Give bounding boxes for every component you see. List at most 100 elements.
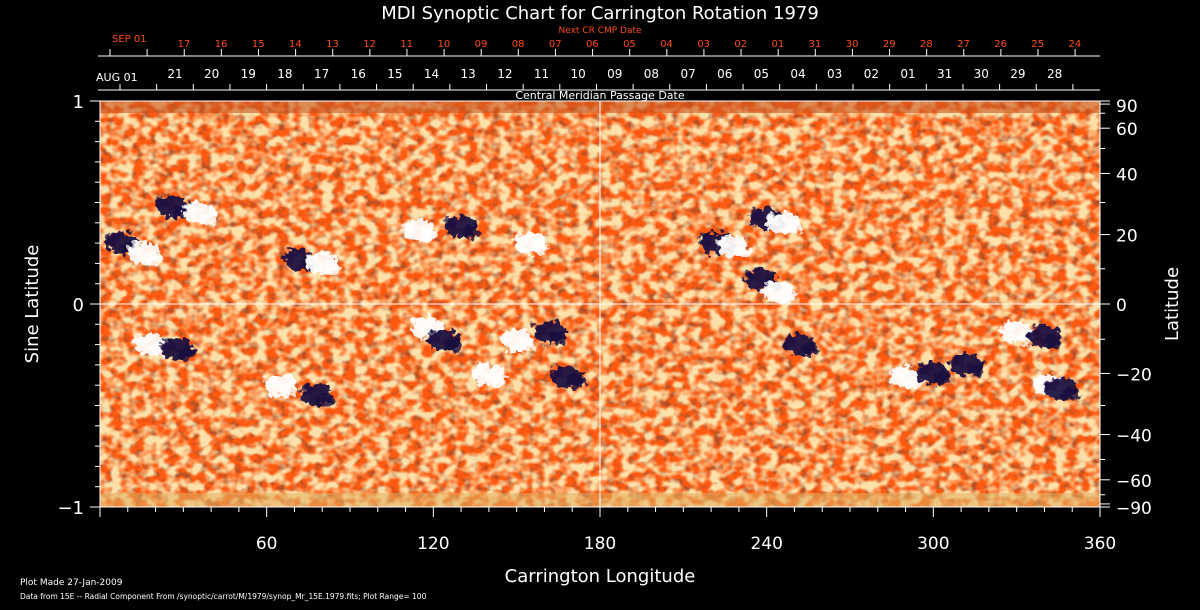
cmp-date-label: 08 bbox=[644, 67, 659, 81]
next-cr-date-label: 04 bbox=[660, 39, 673, 50]
active-region-negative bbox=[916, 362, 952, 386]
active-region-positive bbox=[888, 366, 924, 390]
y-left-tick-label: 0 bbox=[73, 295, 84, 316]
next-cr-date-label: 16 bbox=[215, 39, 228, 50]
next-cr-date-label: 02 bbox=[734, 39, 747, 50]
cmp-date-label: 07 bbox=[680, 67, 695, 81]
cmp-date-label: 19 bbox=[241, 67, 256, 81]
cmp-date-label: 02 bbox=[864, 67, 879, 81]
next-cr-start-label: SEP 01 bbox=[112, 34, 147, 45]
active-region-negative bbox=[1027, 325, 1063, 349]
next-cr-date-label: 24 bbox=[1069, 39, 1082, 50]
y-right-tick-label: 90 bbox=[1116, 97, 1138, 117]
active-region-positive bbox=[760, 280, 796, 304]
cmp-date-label: 13 bbox=[461, 67, 476, 81]
cmp-date-label: 01 bbox=[900, 67, 915, 81]
active-region-negative bbox=[444, 215, 480, 239]
next-cr-date-label: 06 bbox=[586, 39, 599, 50]
cmp-date-label: 05 bbox=[754, 67, 769, 81]
next-cr-date-label: 27 bbox=[957, 39, 970, 50]
active-region-positive bbox=[766, 211, 802, 235]
active-region-positive bbox=[471, 364, 507, 388]
y-right-tick-label: −60 bbox=[1116, 472, 1152, 492]
x-tick-label: 120 bbox=[417, 534, 449, 554]
next-cr-date-label: 17 bbox=[178, 39, 191, 50]
next-cr-date-label: 10 bbox=[437, 39, 450, 50]
active-region-negative bbox=[533, 321, 568, 345]
active-region-negative bbox=[549, 366, 585, 390]
x-tick-label: 180 bbox=[584, 534, 616, 554]
active-region-negative bbox=[160, 337, 196, 361]
cmp-date-label: 06 bbox=[717, 67, 732, 81]
next-cr-date-label: 31 bbox=[809, 39, 822, 50]
cmp-date-label: 31 bbox=[937, 67, 952, 81]
y-right-tick-label: 60 bbox=[1116, 120, 1138, 140]
cmp-date-label: 20 bbox=[204, 67, 219, 81]
active-region-positive bbox=[499, 329, 535, 353]
data-source-text: Data from 15E -- Radial Component From /… bbox=[20, 592, 427, 601]
next-cr-date-label: 08 bbox=[512, 39, 525, 50]
cmp-date-label: 28 bbox=[1047, 67, 1062, 81]
active-region-negative bbox=[1044, 378, 1080, 402]
y-left-tick-label: −1 bbox=[57, 498, 84, 519]
active-region-positive bbox=[305, 252, 341, 276]
next-cr-date-label: 07 bbox=[549, 39, 562, 50]
cmp-axis-label: Central Meridian Passage Date bbox=[515, 89, 684, 102]
next-cr-date-label: 05 bbox=[623, 39, 636, 50]
next-cr-date-label: 11 bbox=[400, 39, 413, 50]
active-region-positive bbox=[402, 219, 438, 243]
next-cr-date-label: 01 bbox=[772, 39, 785, 50]
active-region-negative bbox=[299, 384, 335, 408]
next-cr-date-label: 09 bbox=[475, 39, 488, 50]
active-region-negative bbox=[783, 333, 818, 357]
y-right-axis-label: Latitude bbox=[1162, 267, 1183, 341]
next-cr-date-label: 14 bbox=[289, 39, 302, 50]
y-right-tick-label: 20 bbox=[1116, 227, 1138, 247]
next-cr-date-label: 03 bbox=[697, 39, 710, 50]
x-tick-label: 240 bbox=[750, 534, 782, 554]
x-tick-label: 300 bbox=[917, 534, 949, 554]
chart-title: MDI Synoptic Chart for Carrington Rotati… bbox=[381, 3, 819, 24]
cmp-date-label: 09 bbox=[607, 67, 622, 81]
cmp-date-label: 21 bbox=[167, 67, 182, 81]
active-region-positive bbox=[513, 232, 549, 256]
next-cr-date-label: 12 bbox=[363, 39, 376, 50]
cmp-start-label: AUG 01 bbox=[96, 71, 138, 84]
next-cr-date-label: 25 bbox=[1031, 39, 1044, 50]
cmp-date-label: 11 bbox=[534, 67, 549, 81]
plot-made-text: Plot Made 27-Jan-2009 bbox=[20, 578, 123, 588]
cmp-date-label: 03 bbox=[827, 67, 842, 81]
cmp-date-label: 10 bbox=[571, 67, 586, 81]
y-right-tick-label: 0 bbox=[1116, 296, 1127, 316]
next-cr-axis-label: Next CR CMP Date bbox=[558, 26, 642, 36]
cmp-date-label: 14 bbox=[424, 67, 439, 81]
next-cr-date-label: 29 bbox=[883, 39, 896, 50]
active-region-positive bbox=[716, 236, 752, 260]
cmp-date-label: 12 bbox=[497, 67, 512, 81]
cmp-date-label: 16 bbox=[351, 67, 366, 81]
next-cr-date-label: 13 bbox=[326, 39, 339, 50]
active-region-negative bbox=[949, 353, 985, 377]
cmp-date-label: 18 bbox=[277, 67, 292, 81]
next-cr-date-label: 30 bbox=[846, 39, 859, 50]
cmp-date-label: 04 bbox=[790, 67, 805, 81]
x-tick-label: 360 bbox=[1084, 534, 1116, 554]
active-region-positive bbox=[127, 242, 163, 266]
next-cr-date-label: 15 bbox=[252, 39, 265, 50]
active-region-positive bbox=[183, 201, 218, 225]
next-cr-date-label: 26 bbox=[994, 39, 1007, 50]
x-tick-label: 60 bbox=[256, 534, 278, 554]
y-right-tick-label: 40 bbox=[1116, 166, 1138, 186]
x-axis-label: Carrington Longitude bbox=[505, 566, 696, 587]
y-right-tick-label: −90 bbox=[1116, 499, 1152, 519]
active-region-negative bbox=[427, 329, 463, 353]
active-region-positive bbox=[263, 374, 299, 398]
cmp-date-label: 15 bbox=[387, 67, 402, 81]
next-cr-date-label: 28 bbox=[920, 39, 933, 50]
cmp-date-label: 29 bbox=[1010, 67, 1025, 81]
y-right-tick-label: −20 bbox=[1116, 365, 1152, 385]
y-left-axis-label: Sine Latitude bbox=[22, 245, 43, 364]
cmp-date-label: 17 bbox=[314, 67, 329, 81]
